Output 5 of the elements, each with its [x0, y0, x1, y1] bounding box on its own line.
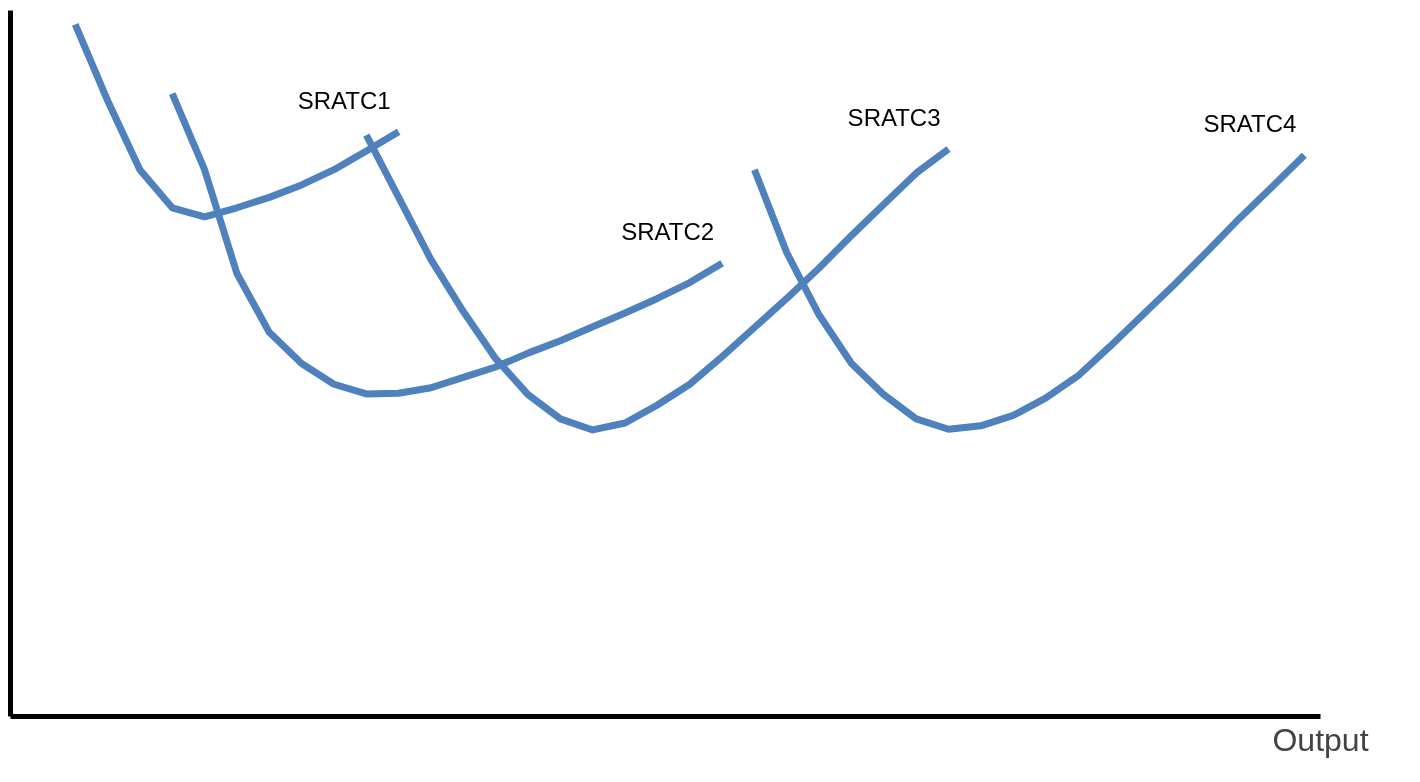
series-label: SRATC4: [1203, 110, 1297, 138]
series-label: SRATC1: [297, 86, 391, 114]
series-label: SRATC3: [847, 103, 941, 131]
x-axis-title: Output: [1272, 721, 1369, 758]
series-label: SRATC2: [621, 218, 715, 246]
